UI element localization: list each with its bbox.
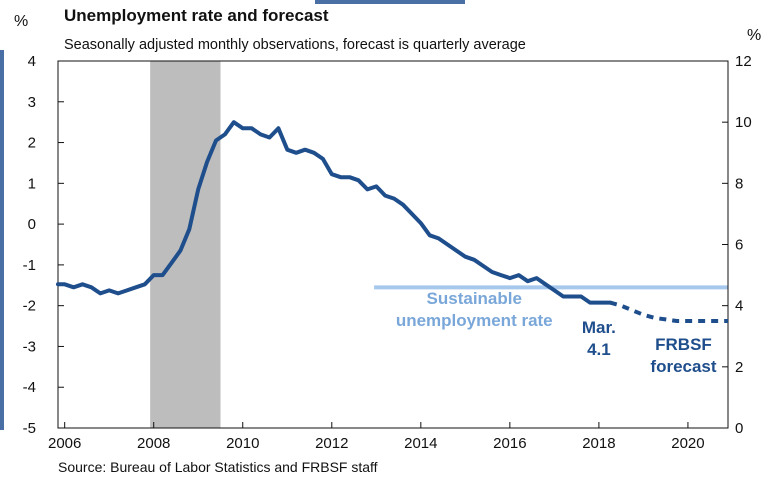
- left-tick-label: -3: [23, 338, 36, 355]
- left-tick-label: 0: [28, 216, 36, 233]
- annotation-sustainable-line: Sustainable: [427, 289, 522, 308]
- x-tick-label: 2018: [582, 435, 615, 452]
- left-tick-label: -4: [23, 379, 36, 396]
- left-tick-label: 1: [28, 175, 36, 192]
- forecast-line: [609, 300, 728, 323]
- left-tick-label: 2: [28, 135, 36, 152]
- right-tick-label: 8: [735, 175, 743, 192]
- left-tick-label: 3: [28, 94, 36, 111]
- right-tick-label: 6: [735, 237, 743, 254]
- right-tick-label: 12: [735, 53, 752, 70]
- annotation-current-line: 4.1: [587, 340, 611, 359]
- annotation-forecast-line: FRBSF: [655, 335, 712, 354]
- x-tick-label: 2020: [671, 435, 704, 452]
- left-tick-label: -5: [23, 420, 36, 437]
- right-tick-label: 0: [735, 420, 743, 437]
- x-tick-label: 2012: [315, 435, 348, 452]
- left-axis-unit: %: [14, 13, 29, 30]
- right-axis-unit: %: [747, 27, 762, 44]
- annotation-forecast-line: forecast: [650, 357, 716, 376]
- annotation-sustainable-line: unemployment rate: [396, 311, 553, 330]
- chart-title: Unemployment rate and forecast: [64, 6, 329, 25]
- left-tick-label: -1: [23, 257, 36, 274]
- right-tick-label: 4: [735, 298, 743, 315]
- x-tick-label: 2016: [493, 435, 526, 452]
- annotation-current-line: Mar.: [582, 318, 616, 337]
- chart-subtitle: Seasonally adjusted monthly observations…: [64, 37, 526, 53]
- source-note: Source: Bureau of Labor Statistics and F…: [58, 459, 378, 475]
- x-tick-label: 2010: [226, 435, 259, 452]
- top-edge-decoration: [315, 0, 465, 4]
- x-tick-label: 2006: [48, 435, 81, 452]
- right-tick-label: 10: [735, 114, 752, 131]
- left-edge-decoration: [0, 50, 4, 430]
- left-tick-label: 4: [28, 53, 36, 70]
- recession-shading: [150, 61, 221, 428]
- right-tick-label: 2: [735, 359, 743, 376]
- x-tick-label: 2014: [404, 435, 437, 452]
- left-tick-label: -2: [23, 298, 36, 315]
- unemployment-line: [56, 120, 612, 305]
- x-tick-label: 2008: [137, 435, 170, 452]
